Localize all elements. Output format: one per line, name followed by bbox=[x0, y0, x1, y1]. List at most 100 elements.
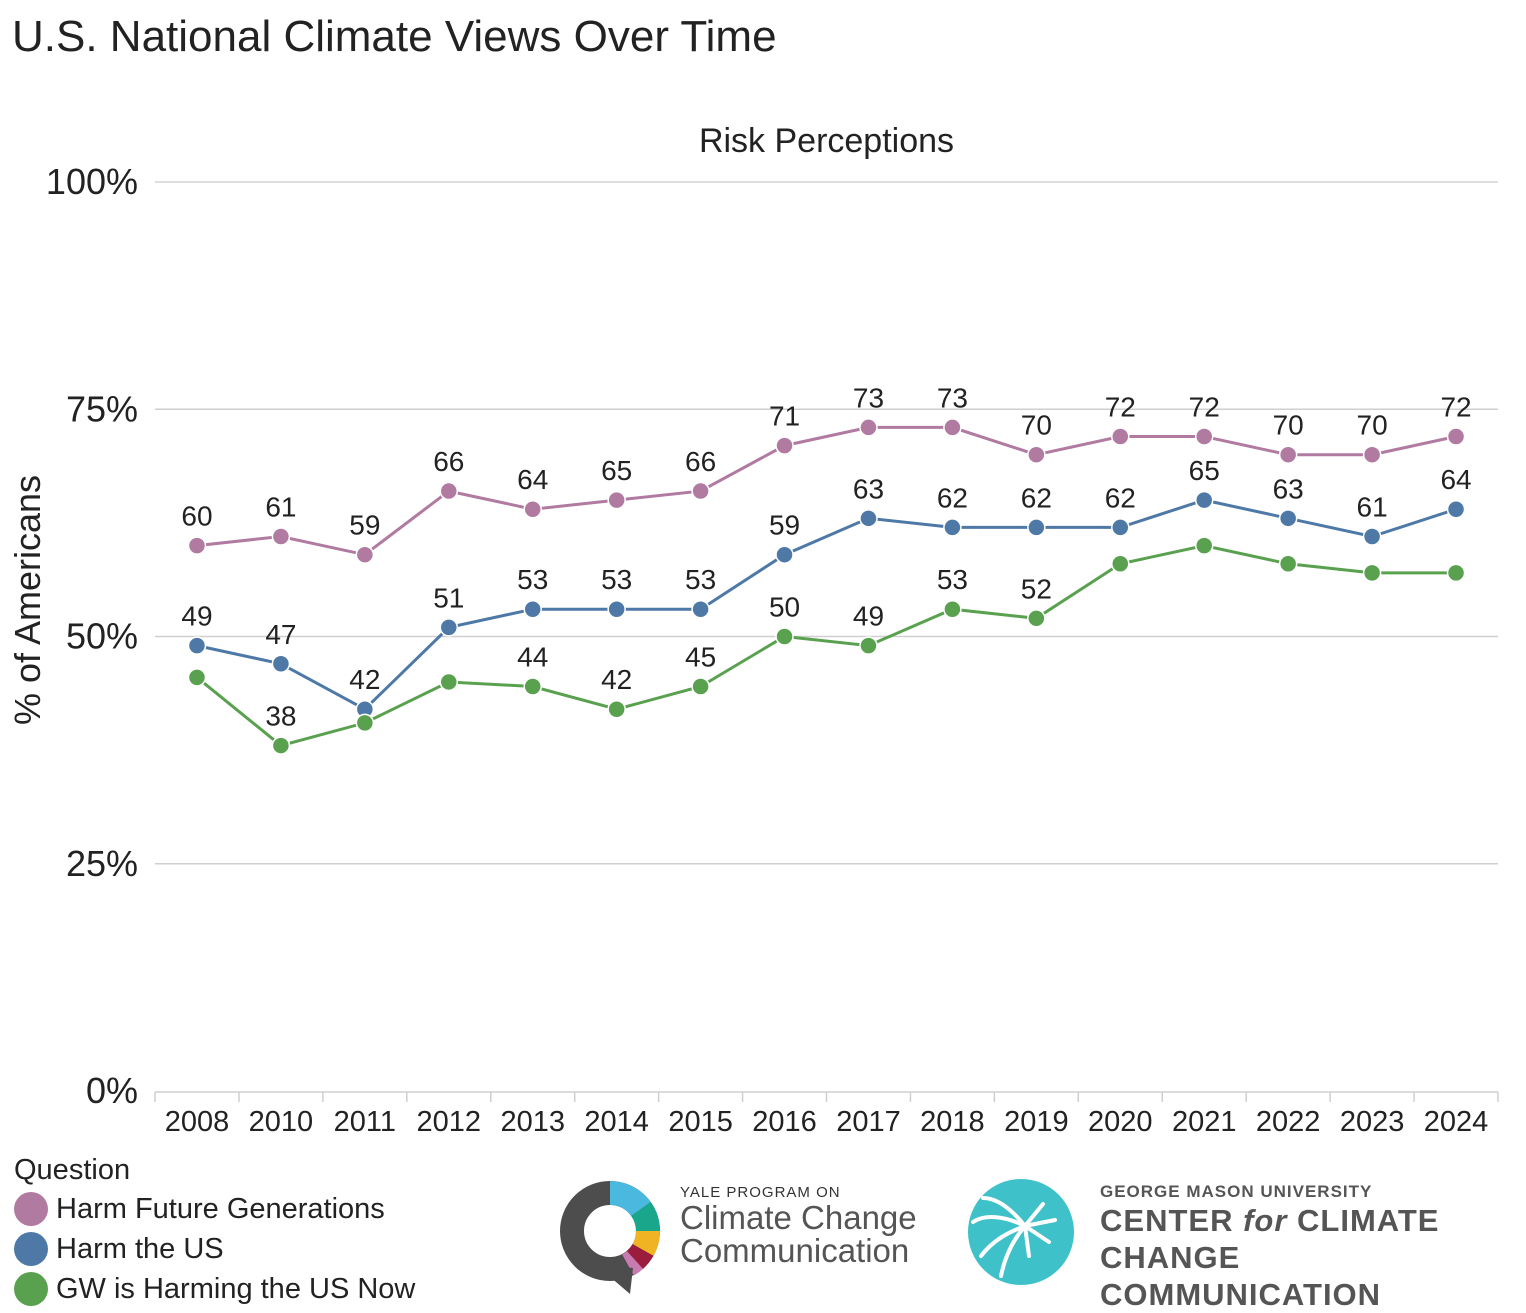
data-point bbox=[1446, 427, 1466, 446]
data-label: 64 bbox=[1440, 464, 1471, 495]
legend-item: Harm Future Generations bbox=[14, 1189, 415, 1229]
data-point bbox=[607, 599, 626, 619]
data-point bbox=[187, 636, 207, 655]
gmu-starburst-icon bbox=[968, 1179, 1074, 1285]
data-label: 64 bbox=[517, 464, 548, 495]
data-point bbox=[943, 518, 962, 537]
data-label: 59 bbox=[769, 510, 800, 541]
data-label: 53 bbox=[517, 564, 548, 595]
yale-speech-ring-icon bbox=[560, 1181, 661, 1294]
data-point bbox=[187, 536, 207, 555]
data-point bbox=[1278, 445, 1298, 464]
data-point bbox=[355, 713, 375, 733]
data-point bbox=[943, 418, 962, 437]
data-point bbox=[943, 599, 962, 619]
yale-logo-line3: Communication bbox=[680, 1232, 910, 1269]
data-label: 45 bbox=[685, 641, 716, 672]
data-point bbox=[1362, 563, 1382, 583]
data-point bbox=[607, 699, 626, 719]
data-point bbox=[271, 654, 291, 674]
data-label: 53 bbox=[937, 564, 968, 595]
data-point bbox=[691, 599, 710, 619]
gmu-logo-for: for bbox=[1243, 1203, 1288, 1238]
x-tick-label: 2008 bbox=[165, 1106, 230, 1138]
y-tick-label: 100% bbox=[46, 161, 138, 202]
data-label: 60 bbox=[181, 501, 212, 532]
x-tick-label: 2014 bbox=[584, 1106, 649, 1138]
series-line bbox=[196, 425, 1457, 557]
data-point bbox=[271, 736, 291, 755]
x-tick-label: 2019 bbox=[1004, 1106, 1069, 1138]
legend-swatch bbox=[14, 1272, 48, 1306]
data-point bbox=[859, 418, 878, 437]
data-label: 70 bbox=[1021, 410, 1052, 441]
data-label: 59 bbox=[349, 510, 380, 541]
data-label: 70 bbox=[1357, 410, 1388, 441]
data-point bbox=[439, 618, 459, 637]
x-tick-label: 2011 bbox=[334, 1106, 396, 1138]
data-label: 66 bbox=[433, 446, 464, 477]
data-label: 62 bbox=[1021, 482, 1052, 513]
data-label: 70 bbox=[1273, 410, 1304, 441]
data-label: 38 bbox=[265, 701, 296, 732]
gmu-logo: GEORGE MASON UNIVERSITY CENTER for CLIMA… bbox=[965, 1176, 1515, 1312]
data-point bbox=[691, 677, 710, 696]
y-tick-label: 75% bbox=[66, 388, 138, 429]
data-point bbox=[1362, 445, 1382, 464]
x-tick-label: 2010 bbox=[249, 1106, 314, 1138]
x-tick-label: 2016 bbox=[752, 1106, 817, 1138]
data-label: 61 bbox=[1357, 492, 1388, 523]
data-point bbox=[355, 545, 375, 564]
legend-label: Harm Future Generations bbox=[56, 1192, 385, 1225]
gmu-logo-center: CENTER bbox=[1100, 1203, 1244, 1238]
yale-logo-line2: Climate Change bbox=[680, 1199, 917, 1236]
x-tick-label: 2017 bbox=[836, 1106, 901, 1138]
yale-logo-line1: YALE PROGRAM ON bbox=[680, 1184, 841, 1201]
data-label: 73 bbox=[937, 382, 968, 413]
legend-swatch bbox=[14, 1232, 48, 1266]
data-point bbox=[775, 627, 794, 646]
data-label: 53 bbox=[685, 564, 716, 595]
data-label: 42 bbox=[601, 664, 632, 695]
data-label: 72 bbox=[1440, 392, 1471, 423]
data-label: 63 bbox=[1273, 473, 1304, 504]
data-label: 49 bbox=[853, 601, 884, 632]
data-point bbox=[439, 481, 459, 501]
data-point bbox=[1194, 490, 1214, 510]
data-point bbox=[1027, 445, 1046, 464]
series-line bbox=[196, 544, 1456, 748]
data-point bbox=[859, 509, 878, 528]
x-tick-label: 2013 bbox=[500, 1106, 565, 1138]
x-tick-label: 2020 bbox=[1088, 1106, 1153, 1138]
data-label: 50 bbox=[769, 592, 800, 623]
legend-label: GW is Harming the US Now bbox=[56, 1272, 416, 1305]
data-label: 49 bbox=[181, 601, 212, 632]
line-chart: Risk Perceptions 0% 25% 50% 75% 100% 2008 2010 2… bbox=[7, 122, 1499, 1138]
data-label: 61 bbox=[265, 492, 296, 523]
data-label: 62 bbox=[1105, 482, 1136, 513]
data-label: 42 bbox=[349, 664, 380, 695]
data-label: 52 bbox=[1021, 573, 1052, 604]
data-point bbox=[1027, 518, 1046, 537]
data-point bbox=[1362, 527, 1382, 546]
data-point bbox=[1278, 554, 1298, 574]
legend-item: GW is Harming the US Now bbox=[14, 1269, 415, 1309]
x-tick-label: 2021 bbox=[1172, 1106, 1237, 1138]
data-point bbox=[607, 490, 626, 510]
data-label: 51 bbox=[433, 582, 464, 613]
data-label: 47 bbox=[265, 619, 296, 650]
yale-logo: YALE PROGRAM ON Climate Change Communica… bbox=[555, 1176, 935, 1301]
data-point bbox=[1278, 509, 1298, 528]
legend-title: Question bbox=[14, 1154, 131, 1186]
data-label: 66 bbox=[685, 446, 716, 477]
y-axis-label: % of Americans bbox=[7, 475, 48, 725]
data-point bbox=[859, 636, 878, 655]
data-label: 72 bbox=[1105, 392, 1136, 423]
data-point bbox=[1111, 554, 1130, 574]
data-point bbox=[1111, 518, 1130, 537]
data-label: 65 bbox=[601, 455, 632, 486]
data-label: 62 bbox=[937, 482, 968, 513]
y-tick-label: 0% bbox=[86, 1070, 138, 1111]
data-point bbox=[439, 672, 459, 692]
legend: Question Harm Future Generations Harm the… bbox=[14, 1154, 415, 1309]
